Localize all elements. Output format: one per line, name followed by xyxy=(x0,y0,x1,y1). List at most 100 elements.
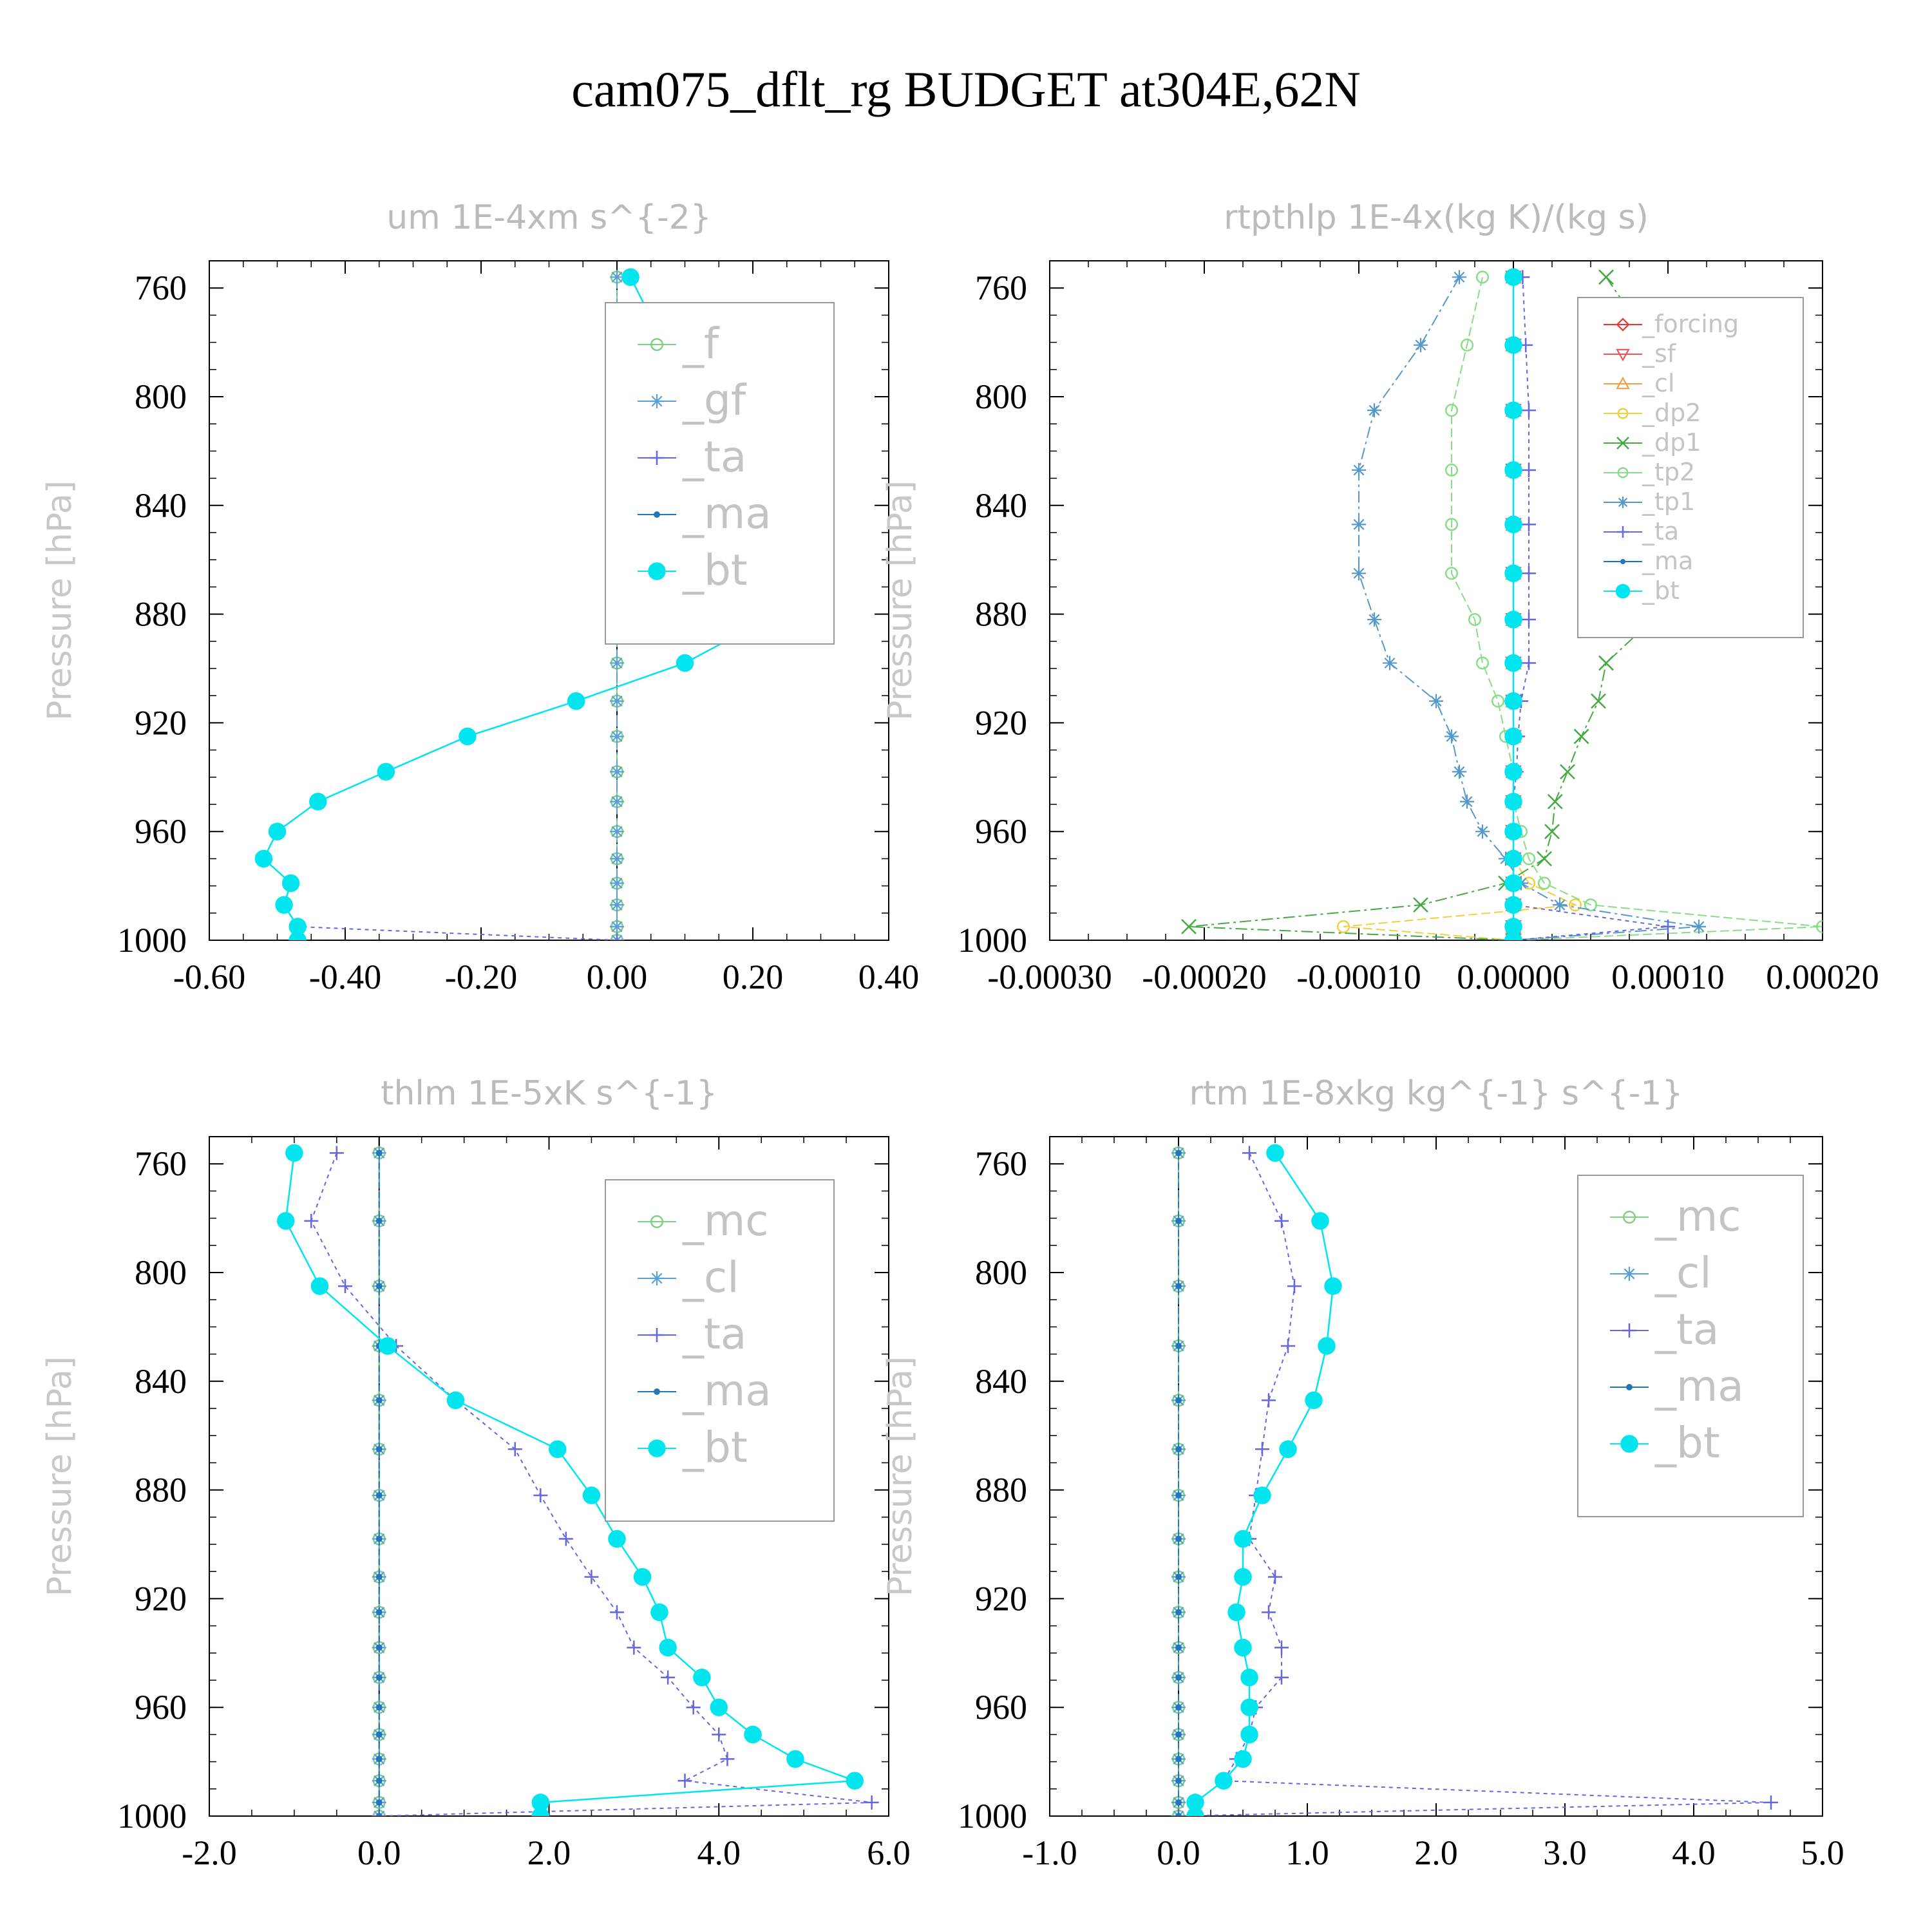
series-point-tp2 xyxy=(1475,270,1490,284)
series-point-tp2 xyxy=(1815,920,1823,933)
legend-label: _bt xyxy=(682,1423,748,1472)
legend-label: _mc xyxy=(1654,1191,1741,1241)
x-tick-label: -0.60 xyxy=(173,958,245,996)
series-line-bt xyxy=(285,1153,855,1816)
series-point-bt xyxy=(846,1772,864,1790)
x-tick-label: 0.20 xyxy=(723,958,784,996)
series-point-tp1 xyxy=(1367,403,1381,418)
series-point-ma xyxy=(1175,1535,1182,1542)
y-tick-label: 840 xyxy=(135,486,187,525)
series-point-bt xyxy=(459,727,477,746)
series-point-ma xyxy=(1175,1573,1182,1580)
x-tick-label: 4.0 xyxy=(697,1833,741,1872)
series-point-tp1 xyxy=(1460,794,1474,809)
series-point-tp2 xyxy=(1460,338,1474,352)
series-point-ta xyxy=(1522,566,1536,581)
series-point-bt xyxy=(1504,401,1522,419)
series-point-bt xyxy=(1318,1337,1336,1355)
y-tick-label: 840 xyxy=(975,1362,1027,1401)
series-point-ta xyxy=(720,1752,735,1766)
panel-3: thlm 1E-5xK s^{-1} Pressure [hPa] -2.0 0.0 2… xyxy=(41,1074,911,1872)
legend-marker xyxy=(654,1388,660,1395)
series-point-bt xyxy=(1504,727,1522,746)
series-point-ta xyxy=(1262,1393,1276,1408)
series-point-bt xyxy=(1305,1391,1323,1410)
y-tick-label: 800 xyxy=(135,1253,187,1292)
x-tick-label: 5.0 xyxy=(1801,1833,1844,1872)
series-point-ta xyxy=(686,1700,701,1715)
series-point-ma xyxy=(375,1731,383,1738)
series-point-bt xyxy=(377,762,395,781)
series-point-ta xyxy=(677,1774,692,1788)
series-point-dp1 xyxy=(1598,655,1614,671)
series-point-bt xyxy=(582,1486,601,1504)
x-tick-label: 1.0 xyxy=(1285,1833,1329,1872)
series-point-bt xyxy=(1240,1698,1258,1716)
series-point-tp1 xyxy=(1383,656,1397,670)
series-point-ma xyxy=(375,1799,383,1806)
legend-label: _ta xyxy=(682,1309,746,1359)
y-axis-label: Pressure [hPa] xyxy=(881,1356,920,1596)
panel-title: thlm 1E-5xK s^{-1} xyxy=(381,1074,717,1113)
legend-marker xyxy=(1622,1210,1636,1224)
legend-label: _sf xyxy=(1642,339,1677,368)
y-tick-label: 760 xyxy=(135,269,187,307)
series-point-dp2 xyxy=(1336,920,1350,933)
series-point-ta xyxy=(1274,1640,1289,1655)
legend-marker xyxy=(650,337,664,352)
series-point-bt xyxy=(676,654,694,672)
legend-label: _cl xyxy=(682,1253,739,1302)
series-point-bt xyxy=(281,874,300,893)
series-point-bt xyxy=(1504,822,1522,840)
x-tick-label: -0.40 xyxy=(309,958,381,996)
series-point-gf xyxy=(610,764,624,779)
x-tick-label: 2.0 xyxy=(527,1833,571,1872)
series-point-dp1 xyxy=(1560,764,1575,780)
legend-marker xyxy=(1622,1323,1636,1338)
series-point-ma xyxy=(375,1283,383,1290)
series-point-ma xyxy=(375,1644,383,1651)
x-tick-label: -0.00030 xyxy=(987,958,1112,996)
panel-4: rtm 1E-8xkg kg^{-1} s^{-1} Pressure [hPa]… xyxy=(881,1074,1844,1872)
legend-marker xyxy=(650,394,664,408)
series-point-ta xyxy=(661,1670,676,1685)
legend-marker xyxy=(1615,583,1631,599)
series-point-bt xyxy=(1504,762,1522,781)
series-point-bt xyxy=(1504,874,1522,893)
series-point-bt xyxy=(268,822,287,840)
y-tick-label: 880 xyxy=(135,595,187,634)
series-point-ma xyxy=(1175,1397,1182,1404)
series-point-bt xyxy=(289,918,307,936)
series-point-ta xyxy=(1242,1146,1256,1160)
series-point-ma xyxy=(1175,1217,1182,1224)
series-point-bt xyxy=(531,1807,550,1816)
series-point-ta xyxy=(610,1605,624,1620)
y-tick-label: 760 xyxy=(975,269,1027,307)
series-point-bt xyxy=(1266,1144,1284,1162)
series-line-tp2 xyxy=(1451,277,1823,940)
series-point-bt xyxy=(310,1277,329,1295)
series-point-bt xyxy=(1504,336,1522,354)
series-point-ta xyxy=(1255,1442,1269,1457)
series-point-ta xyxy=(1268,1569,1282,1584)
legend-marker xyxy=(1617,408,1629,419)
series-point-tp1 xyxy=(1452,764,1466,779)
series-point-bt xyxy=(1234,1567,1252,1586)
legend-label: _dp1 xyxy=(1642,428,1701,457)
series-point-bt xyxy=(1504,692,1522,710)
series-point-ma xyxy=(1175,1731,1182,1738)
series-point-dp1 xyxy=(1591,693,1606,709)
legend-label: _f xyxy=(682,319,720,368)
series-line-ta xyxy=(310,1152,872,1816)
legend-marker xyxy=(650,451,664,465)
series-point-dp1 xyxy=(1544,824,1560,840)
series-point-tp1 xyxy=(1452,270,1466,285)
series-point-ta xyxy=(627,1640,641,1655)
y-axis-label: Pressure [hPa] xyxy=(41,480,79,721)
series-point-bt xyxy=(1504,515,1522,534)
series-point-dp1 xyxy=(1413,897,1428,913)
panel-title: um 1E-4xm s^{-2} xyxy=(386,198,712,237)
y-tick-label: 880 xyxy=(975,595,1027,634)
series-line-dp2 xyxy=(1343,277,1578,940)
series-point-ma xyxy=(1175,1674,1182,1681)
